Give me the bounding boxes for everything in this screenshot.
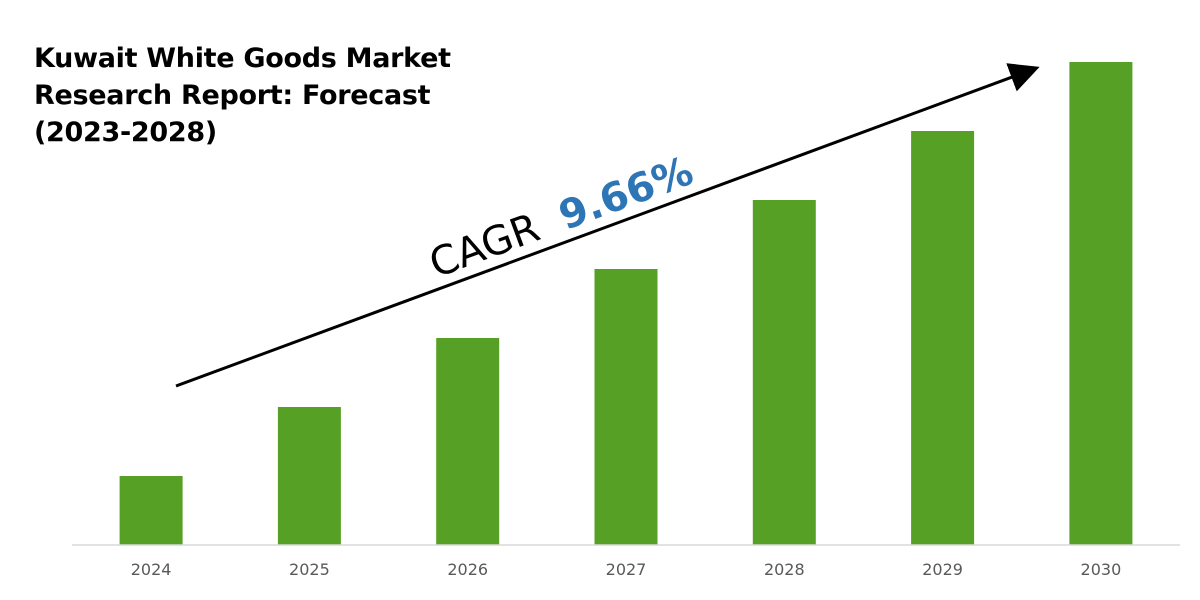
x-tick-label: 2030 bbox=[1081, 560, 1122, 579]
x-tick-labels: 2024 2025 2026 2027 2028 2029 2030 bbox=[131, 560, 1122, 579]
bar-2024 bbox=[119, 476, 183, 545]
x-tick-label: 2029 bbox=[922, 560, 963, 579]
bar-2028 bbox=[752, 200, 816, 545]
bars-layer bbox=[119, 62, 1133, 545]
bar-2026 bbox=[436, 338, 500, 545]
cagr-value: 9.66% bbox=[553, 148, 699, 239]
bar-2027 bbox=[594, 269, 658, 545]
x-tick-label: 2028 bbox=[764, 560, 805, 579]
cagr-annotation: CAGR 9.66% bbox=[424, 148, 700, 287]
chart-title: Kuwait White Goods Market Research Repor… bbox=[34, 43, 451, 148]
x-tick-label: 2025 bbox=[289, 560, 330, 579]
bar-2029 bbox=[911, 131, 975, 545]
bar-2025 bbox=[277, 407, 341, 545]
cagr-label: CAGR bbox=[424, 205, 546, 287]
x-tick-label: 2027 bbox=[606, 560, 647, 579]
bar-2030 bbox=[1069, 62, 1133, 545]
cagr-trend-arrow bbox=[175, 63, 1040, 388]
x-tick-label: 2026 bbox=[447, 560, 488, 579]
x-tick-label: 2024 bbox=[131, 560, 172, 579]
